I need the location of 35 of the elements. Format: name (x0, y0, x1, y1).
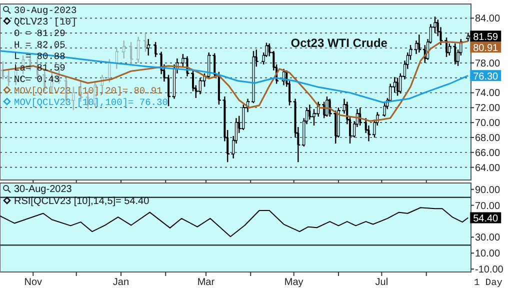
y-tick-label: 78.00 (475, 58, 500, 70)
x-axis-title: 1 Day (474, 277, 503, 288)
legend-label: RSI[QCLV23 [10],14,5]= 54.40 (14, 196, 150, 207)
text: Oct23 WTI Crude (290, 36, 388, 50)
x-tick-label: Mar (197, 277, 216, 288)
annotation: H = 82.05 (14, 40, 66, 50)
y-tick-label: 70.00 (475, 200, 500, 212)
line-series (2, 40, 469, 122)
y-tick-label: 64.00 (475, 162, 500, 174)
y-tick-label: 74.00 (475, 88, 500, 100)
y-tick-label: 84.00 (475, 14, 500, 25)
y-tick-label: 30.00 (475, 232, 500, 244)
y-tick-label: -10.00 (475, 264, 504, 276)
x-tick-label: May (284, 277, 304, 288)
legend-label: MOV[QCLV23 [10],100]= 76.30 (14, 97, 168, 108)
legend-label: QCLV23 [10] (14, 16, 77, 28)
y-tick-label: 66.00 (475, 148, 500, 159)
annotation: 80.91 (473, 42, 499, 54)
y-tick-label: 70.00 (475, 118, 500, 130)
annotation: NC= 0.43 (14, 74, 60, 85)
annotation: 81.59 (473, 32, 499, 43)
annotation: 54.40 (473, 214, 499, 225)
annotation: 30-Aug-2023 (14, 184, 72, 195)
x-tick-label: Jan (112, 277, 130, 288)
x-tick-label: Jul (375, 277, 388, 288)
x-tick-label: Nov (24, 277, 42, 288)
annotation: 30-Aug-2023 (14, 5, 78, 16)
y-tick-label: 72.00 (475, 103, 500, 114)
y-tick-label: 90.00 (475, 184, 500, 196)
y-tick-label: 68.00 (475, 132, 500, 144)
annotation: 76.30 (473, 71, 499, 82)
annotation: O = 81.29 (14, 28, 66, 39)
legend-label: MOV[QCLV23 [10],20]= 80.91 (14, 86, 163, 96)
candlestick (136, 36, 140, 64)
y-tick-label: 10.00 (475, 248, 500, 260)
